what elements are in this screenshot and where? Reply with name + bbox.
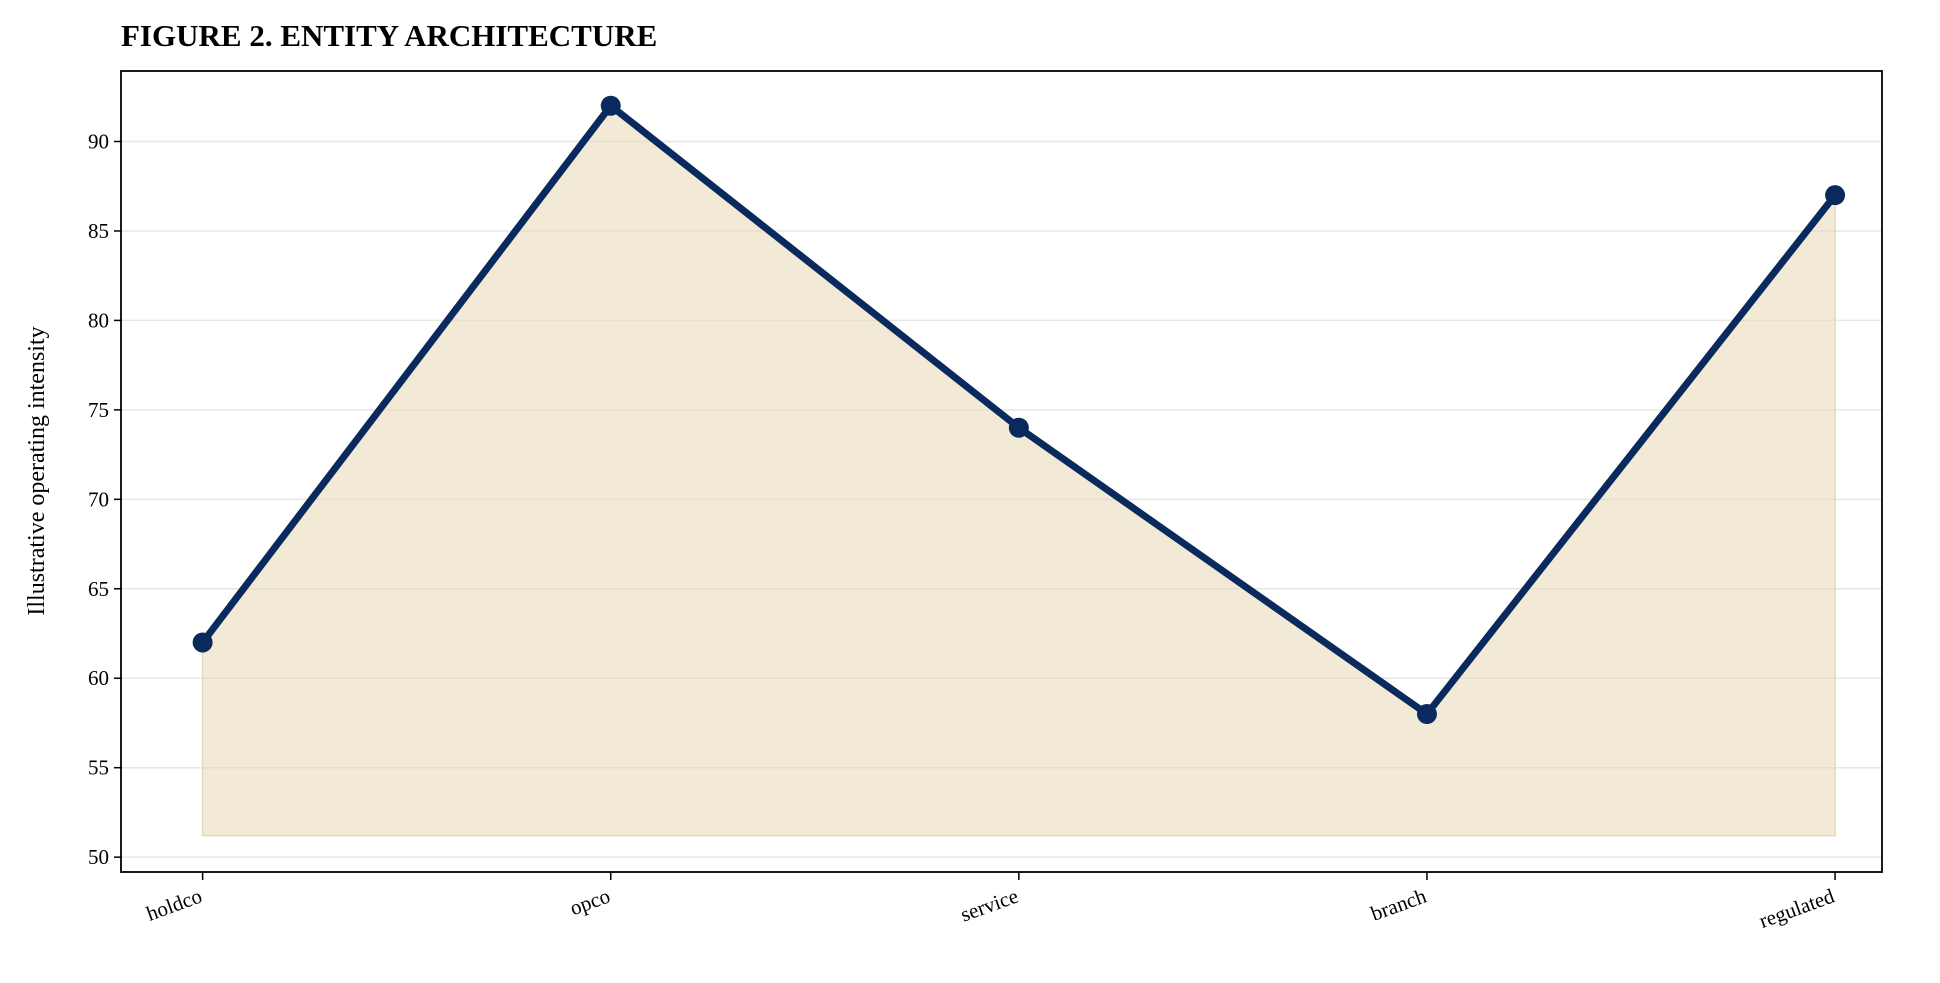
y-tick-label: 70 [88,487,109,511]
y-tick-label: 50 [88,845,109,869]
y-tick-label: 65 [88,577,109,601]
y-tick-label: 80 [88,308,109,332]
plot-frame [120,70,1883,873]
chart-title: FIGURE 2. ENTITY ARCHITECTURE [121,18,657,53]
point [600,95,621,116]
y-tick-label: 85 [88,219,109,243]
x-tick-label: holdco [143,884,205,926]
y-axis-label: Illustrative operating intensity [24,326,50,615]
point [1825,185,1846,206]
x-tick-label: opco [567,884,614,921]
point [192,632,213,653]
y-tick-label: 90 [88,129,109,153]
y-tick-label: 55 [88,756,109,780]
x-tick-label: regulated [1756,883,1838,932]
area [201,104,1836,837]
y-tick-label: 60 [88,666,109,690]
x-tick-label: branch [1367,883,1429,925]
point [1008,417,1029,438]
y-tick-label: 75 [88,398,109,422]
point [1416,704,1437,725]
x-tick-label: service [957,884,1021,927]
